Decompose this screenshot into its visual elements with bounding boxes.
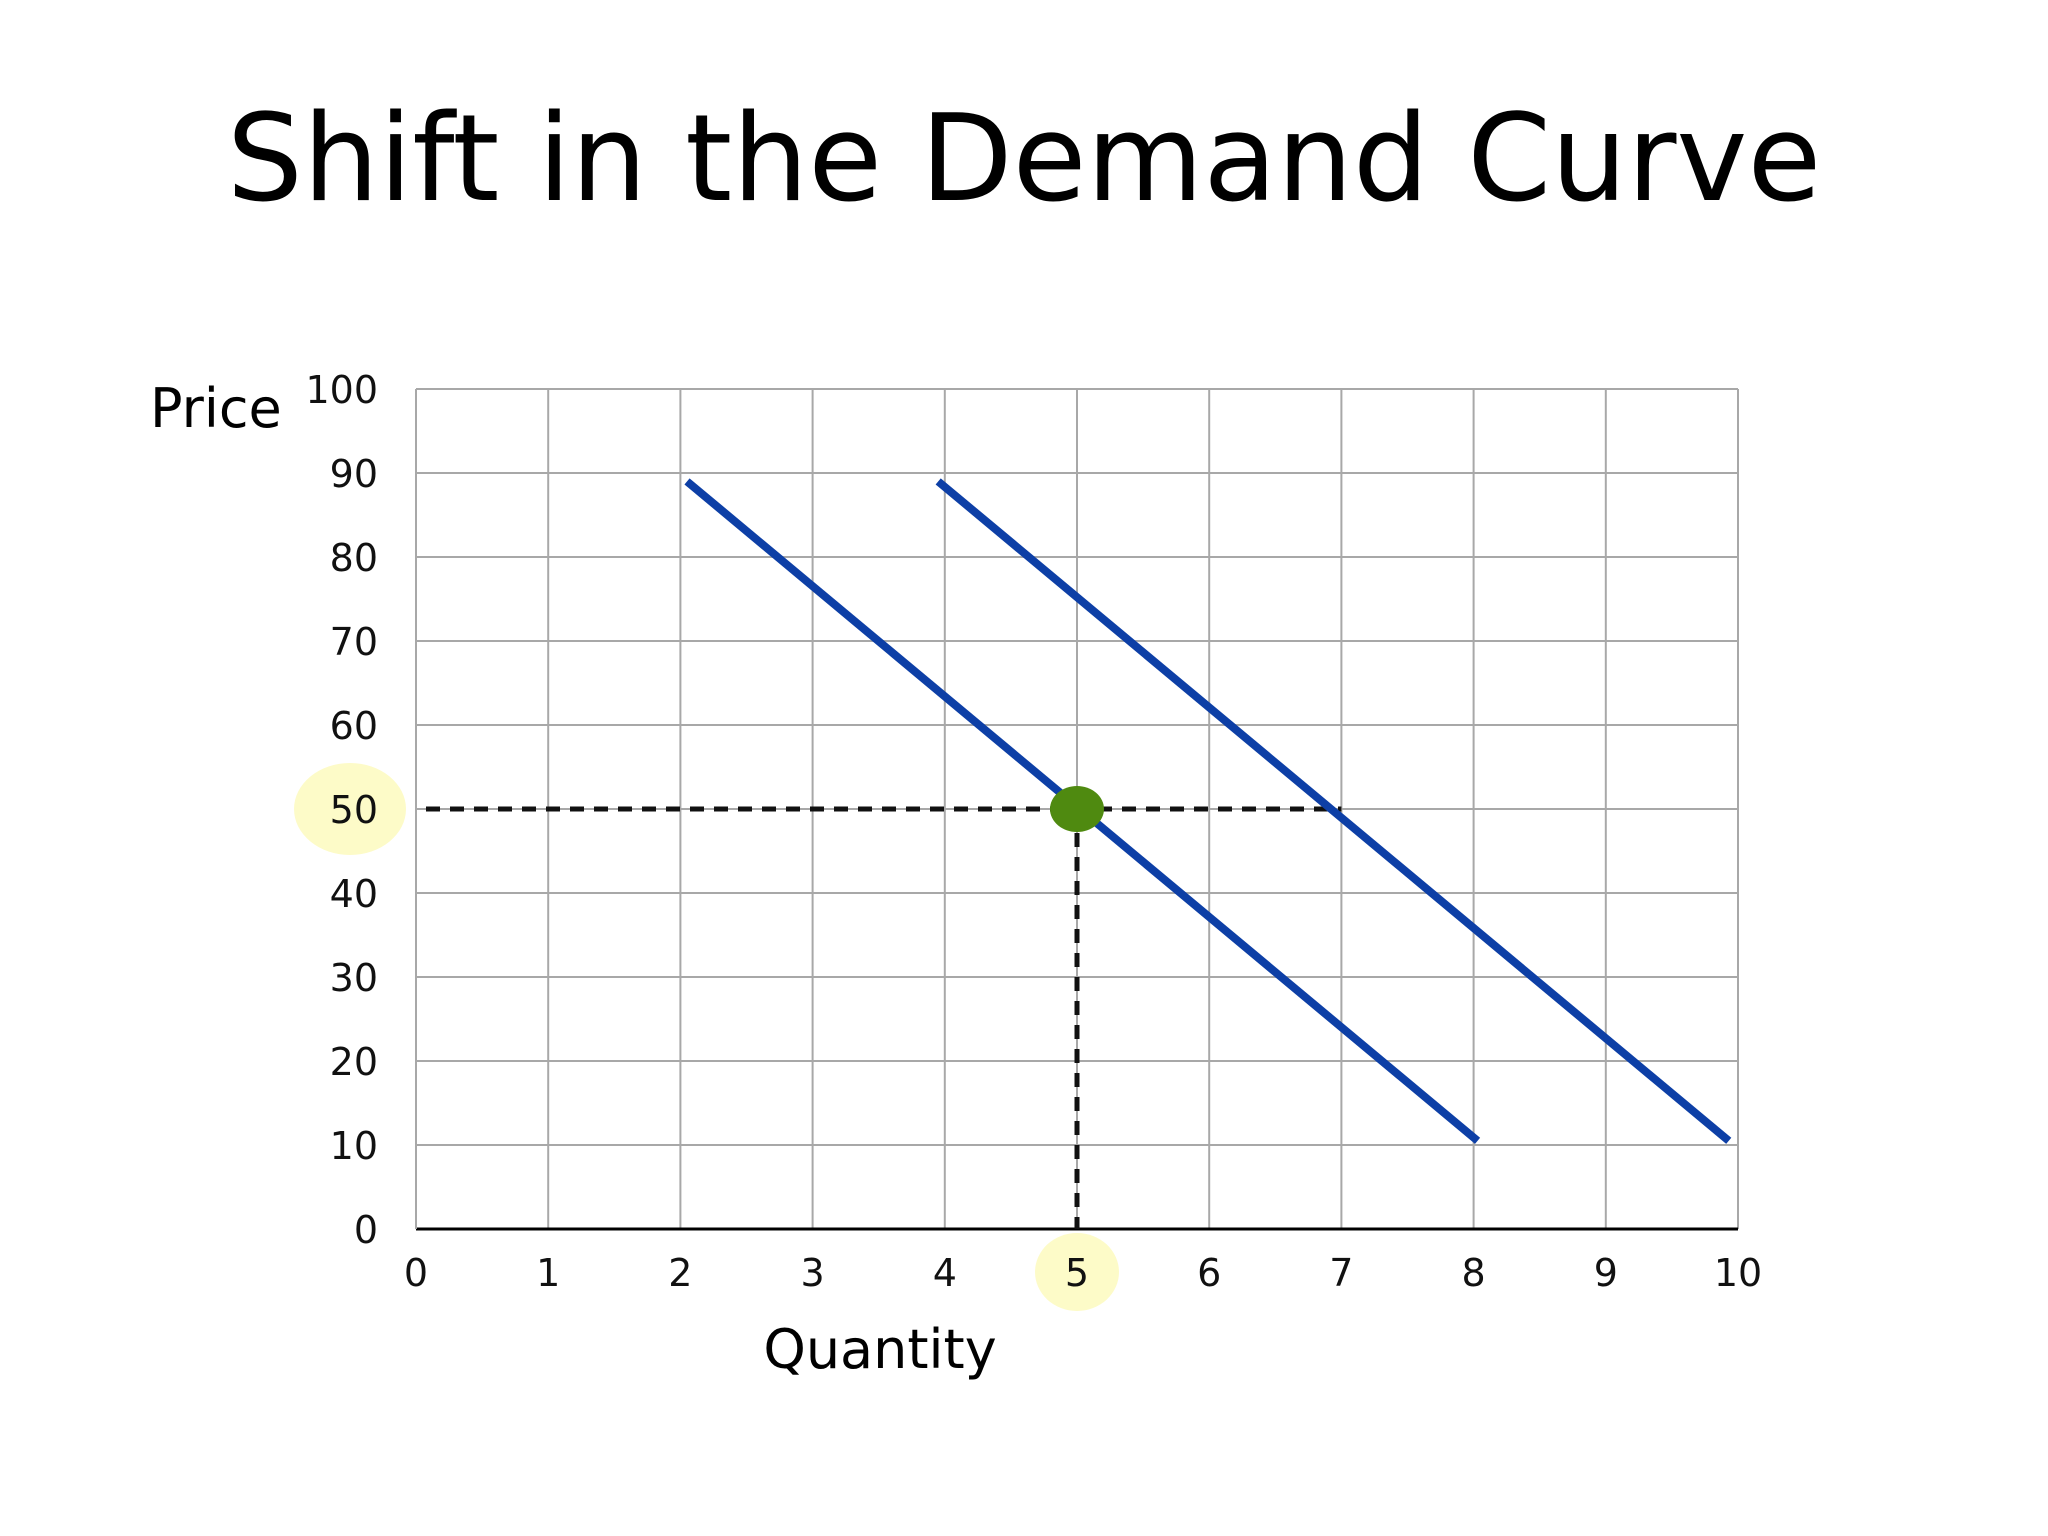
equilibrium-point xyxy=(1050,786,1104,832)
y-tick-label: 0 xyxy=(354,1208,378,1252)
y-tick-label: 60 xyxy=(330,704,378,748)
y-tick-label: 70 xyxy=(330,620,378,664)
y-tick-label: 20 xyxy=(330,1040,378,1084)
x-tick-label: 2 xyxy=(668,1251,692,1295)
y-tick-label: 10 xyxy=(330,1124,378,1168)
y-tick-label: 50 xyxy=(330,788,378,832)
y-tick-label: 90 xyxy=(330,452,378,496)
x-tick-label: 7 xyxy=(1329,1251,1353,1295)
y-tick-label: 40 xyxy=(330,872,378,916)
x-tick-label: 9 xyxy=(1594,1251,1618,1295)
y-tick-label: 100 xyxy=(305,368,378,412)
x-tick-label: 5 xyxy=(1065,1251,1089,1295)
x-tick-label: 6 xyxy=(1197,1251,1221,1295)
x-tick-label: 1 xyxy=(536,1251,560,1295)
y-tick-label: 80 xyxy=(330,536,378,580)
x-tick-label: 0 xyxy=(404,1251,428,1295)
x-axis-label: Quantity xyxy=(763,1318,996,1381)
demand-curve-shifted xyxy=(935,478,1732,1144)
y-tick-highlight xyxy=(294,763,406,855)
x-tick-label: 4 xyxy=(933,1251,957,1295)
x-tick-label: 3 xyxy=(801,1251,825,1295)
x-tick-label: 8 xyxy=(1462,1251,1486,1295)
y-axis-label: Price xyxy=(150,377,282,440)
x-tick-highlight xyxy=(1035,1233,1119,1311)
y-tick-label: 30 xyxy=(330,956,378,1000)
slide-title: Shift in the Demand Curve xyxy=(226,90,1822,229)
x-tick-label: 10 xyxy=(1714,1251,1762,1295)
